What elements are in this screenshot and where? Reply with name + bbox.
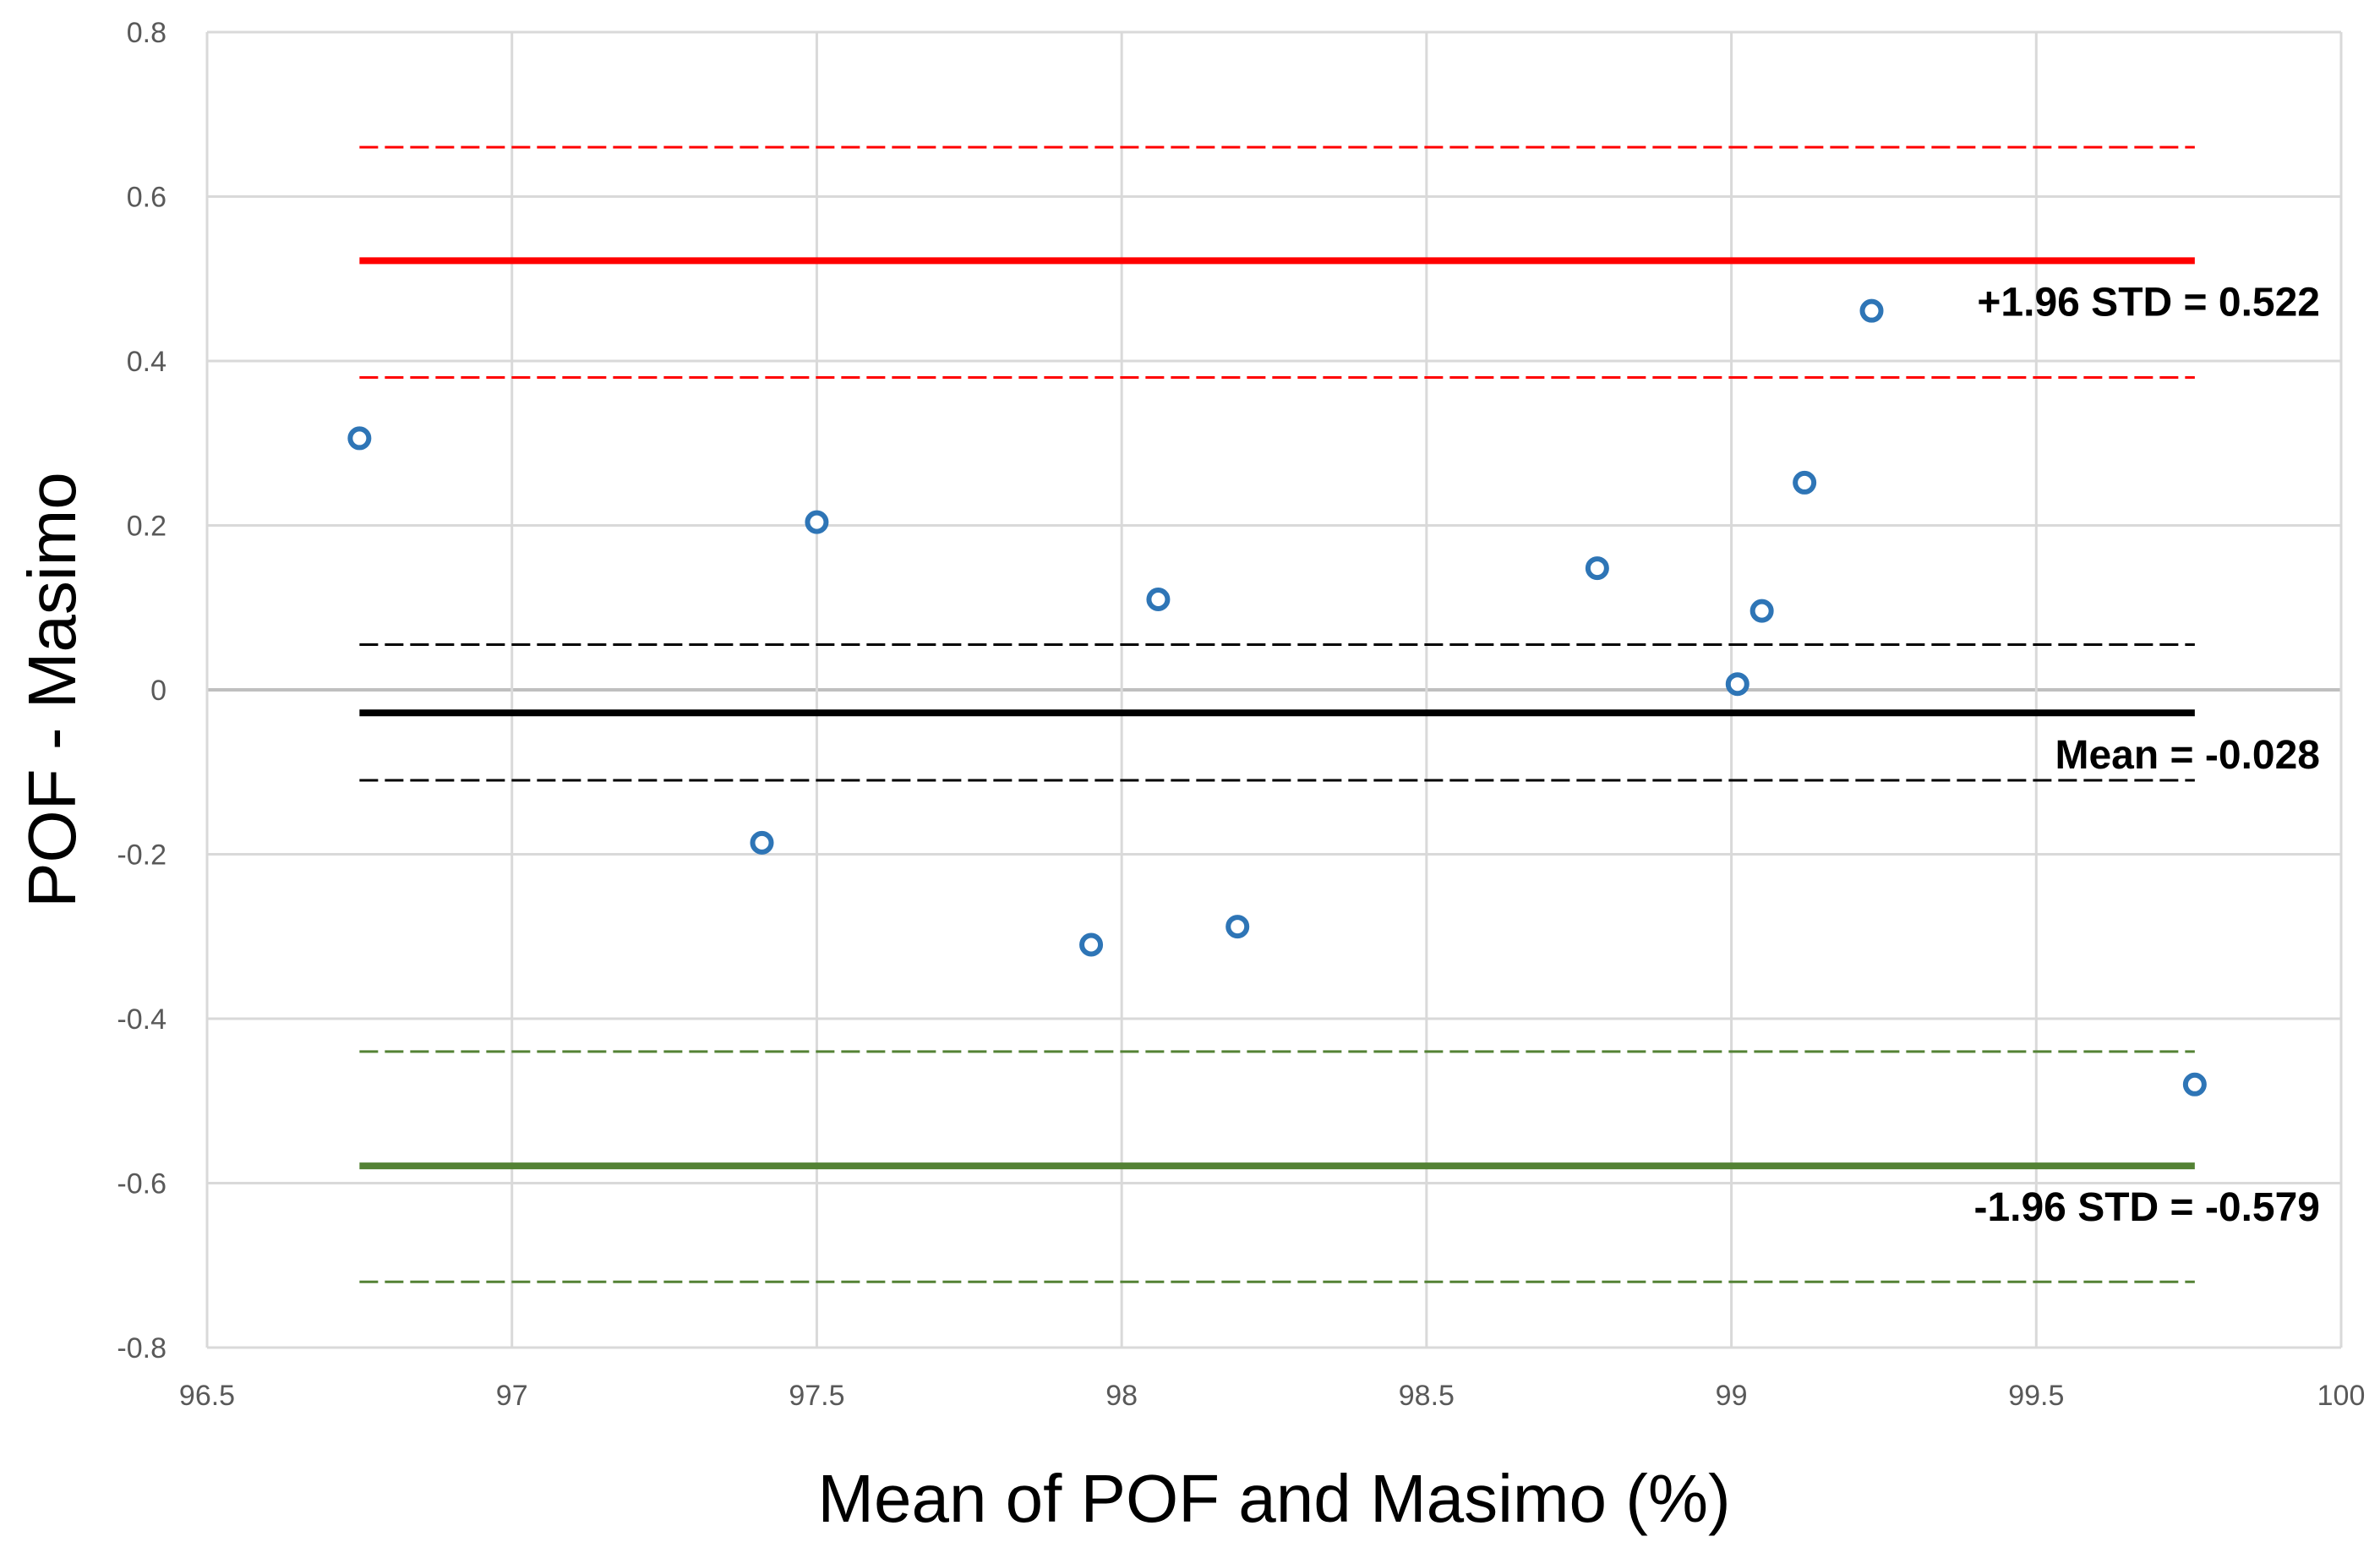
y-tick-label: 0.8 xyxy=(127,17,166,49)
data-point xyxy=(750,830,774,855)
x-axis-title: Mean of POF and Masimo (%) xyxy=(817,1461,1730,1536)
x-tick-label: 98 xyxy=(1105,1380,1138,1412)
y-tick-label: -0.8 xyxy=(117,1332,166,1364)
x-tick-label: 97 xyxy=(496,1380,528,1412)
x-tick-label: 100 xyxy=(2317,1380,2366,1412)
lower-loa-label: -1.96 STD = -0.579 xyxy=(1973,1185,2320,1230)
grid xyxy=(205,30,2343,1349)
data-point xyxy=(805,510,829,534)
data-point xyxy=(1725,672,1750,697)
data-point xyxy=(1750,599,1774,623)
data-point xyxy=(1146,588,1171,612)
data-point xyxy=(1079,932,1104,957)
data-point xyxy=(1225,915,1250,939)
y-axis-title: POF - Masimo xyxy=(14,472,90,908)
annotations: +1.96 STD = 0.522 Mean = -0.028 -1.96 STD … xyxy=(1973,280,2320,1230)
x-tick-label: 98.5 xyxy=(1399,1380,1455,1412)
data-point xyxy=(2182,1072,2207,1096)
y-tick-label: -0.6 xyxy=(117,1168,166,1200)
data-point xyxy=(1793,470,1817,495)
y-tick-label: -0.2 xyxy=(117,839,166,872)
x-tick-label: 99.5 xyxy=(2008,1380,2064,1412)
upper-loa-label: +1.96 STD = 0.522 xyxy=(1977,280,2320,325)
y-tick-label: 0 xyxy=(150,675,166,707)
y-tick-label: -0.4 xyxy=(117,1003,166,1036)
reference-lines xyxy=(359,145,2195,1283)
y-tick-label: 0.4 xyxy=(127,346,166,378)
y-tick-label: 0.6 xyxy=(127,182,166,214)
data-point xyxy=(1585,556,1609,581)
tick-labels: -0.8 -0.6 -0.4 -0.2 0 0.2 0.4 0.6 0.8 96.5 97 97.5 9… xyxy=(117,17,2365,1412)
x-tick-label: 99 xyxy=(1716,1380,1748,1412)
data-points xyxy=(347,298,2207,1096)
data-point xyxy=(347,426,372,451)
x-tick-label: 97.5 xyxy=(789,1380,844,1412)
y-tick-label: 0.2 xyxy=(127,511,166,543)
data-point xyxy=(1859,298,1884,323)
mean-label: Mean = -0.028 xyxy=(2055,733,2321,778)
x-tick-label: 96.5 xyxy=(179,1380,235,1412)
